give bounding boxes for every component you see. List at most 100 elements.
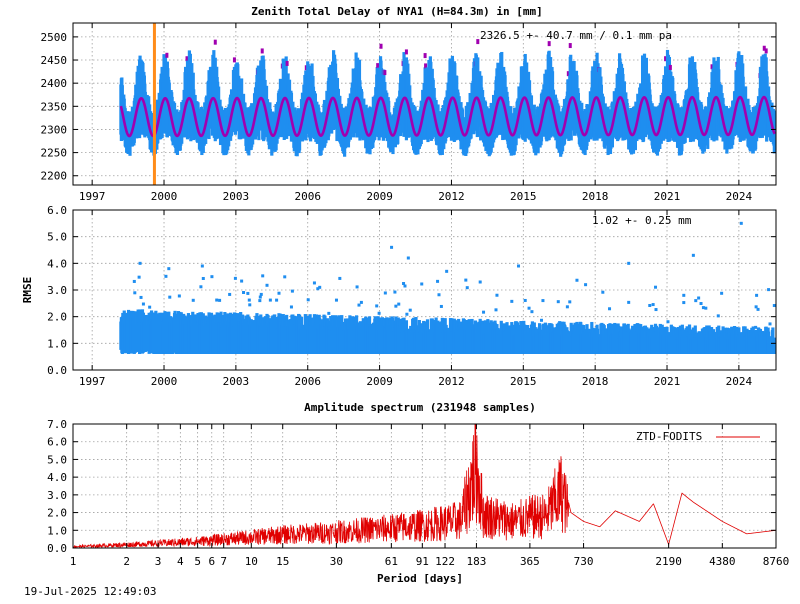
rmse-point <box>682 301 686 305</box>
rmse-point <box>132 279 136 283</box>
spectrum-xtick-label: 2190 <box>655 555 682 568</box>
rmse-xtick-label: 2012 <box>438 375 465 388</box>
rmse-outlier-point <box>167 267 171 271</box>
rmse-outlier-point <box>627 261 631 265</box>
rmse-point <box>699 302 703 306</box>
ztd-outlier-point <box>547 41 551 47</box>
ztd-outlier-point <box>213 39 217 45</box>
rmse-point <box>228 292 232 296</box>
spectrum-xtick-label: 183 <box>466 555 486 568</box>
ztd-outlier-point <box>762 45 766 51</box>
rmse-point <box>246 291 250 295</box>
rmse-point <box>338 276 342 280</box>
rmse-point <box>141 302 145 306</box>
spectrum-ytick-label: 0.0 <box>47 542 67 555</box>
rmse-point <box>465 286 469 290</box>
rmse-point <box>248 303 252 307</box>
rmse-point <box>289 305 293 309</box>
ztd-outlier-point <box>764 48 768 54</box>
spectrum-xtick-label: 61 <box>385 555 398 568</box>
ztd-outlier-point <box>285 60 289 66</box>
rmse-point <box>527 306 531 310</box>
ztd-model-curve <box>119 95 776 138</box>
timestamp: 19-Jul-2025 12:49:03 <box>24 585 157 598</box>
rmse-point <box>199 285 203 289</box>
ztd-outlier-point <box>232 57 236 63</box>
spectrum-xtick-label: 1 <box>70 555 77 568</box>
rmse-xtick-label: 2006 <box>294 375 321 388</box>
rmse-ytick-label: 0.0 <box>47 364 67 377</box>
spectrum-title: Amplitude spectrum (231948 samples) <box>304 401 536 414</box>
legend-label: ZTD-FODITS <box>636 430 702 443</box>
rmse-point <box>648 303 652 307</box>
ztd-ytick-label: 2300 <box>41 123 68 136</box>
rmse-point <box>436 279 440 283</box>
rmse-xtick-label: 2000 <box>151 375 178 388</box>
ztd-outlier-point <box>476 39 480 45</box>
rmse-point <box>258 299 262 303</box>
rmse-axes: 1997 2000 2003 2006 2009 2012 2015 2018 2021 2024… <box>47 204 776 388</box>
rmse-outlier-point <box>318 285 322 289</box>
rmse-point <box>218 298 222 302</box>
ztd-data <box>119 23 777 185</box>
spectrum-xtick-label: 4 <box>177 555 184 568</box>
rmse-xtick-label: 2018 <box>582 375 609 388</box>
rmse-point <box>510 299 514 303</box>
rmse-point <box>247 298 251 302</box>
rmse-xtick-label: 1997 <box>79 375 106 388</box>
rmse-point <box>316 287 320 291</box>
ztd-outlier-point <box>423 53 427 59</box>
rmse-annotation: 1.02 +- 0.25 mm <box>592 214 692 227</box>
ztd-ytick-label: 2250 <box>41 147 68 160</box>
rmse-point <box>565 305 569 309</box>
rmse-point <box>306 298 310 302</box>
spectrum-xlabel: Period [days] <box>377 572 463 585</box>
ztd-panel: Zenith Total Delay of NYA1 (H=84.3m) in … <box>41 5 777 203</box>
spectrum-xtick-label: 730 <box>574 555 594 568</box>
rmse-point <box>568 300 572 304</box>
rmse-point <box>773 337 777 354</box>
spectrum-line <box>72 423 777 549</box>
spectrum-xtick-label: 91 <box>416 555 429 568</box>
spectrum-ytick-label: 1.0 <box>47 524 67 537</box>
rmse-point <box>240 279 244 283</box>
rmse-outlier-point <box>406 256 410 260</box>
rmse-point <box>772 304 776 308</box>
ztd-outlier-point <box>566 71 570 77</box>
rmse-point <box>608 307 612 311</box>
ztd-outlier-point <box>424 63 428 69</box>
rmse-point <box>402 282 406 286</box>
ztd-outlier-point <box>668 64 672 70</box>
rmse-point <box>541 299 545 303</box>
rmse-point <box>261 274 265 278</box>
rmse-point <box>290 289 294 293</box>
rmse-xtick-label: 2009 <box>366 375 393 388</box>
ztd-ytick-label: 2400 <box>41 77 68 90</box>
rmse-point <box>464 278 468 282</box>
spectrum-xtick-label: 8760 <box>763 555 790 568</box>
spectrum-ytick-label: 6.0 <box>47 436 67 449</box>
rmse-outlier-point <box>390 245 394 249</box>
rmse-point <box>654 308 658 312</box>
rmse-point <box>383 291 387 295</box>
ztd-xtick-label: 2009 <box>366 190 393 203</box>
rmse-point <box>755 293 759 297</box>
rmse-point <box>556 300 560 304</box>
rmse-point <box>694 299 698 303</box>
rmse-point <box>177 294 181 298</box>
ztd-outlier-point <box>376 63 380 69</box>
spectrum-xtick-label: 4380 <box>709 555 736 568</box>
spectrum-ytick-label: 7.0 <box>47 418 67 431</box>
ztd-ytick-label: 2450 <box>41 54 68 67</box>
rmse-point <box>403 284 407 288</box>
rmse-point <box>258 295 262 299</box>
rmse-ytick-label: 2.0 <box>47 311 67 324</box>
rmse-point <box>375 304 379 308</box>
rmse-xtick-label: 2024 <box>726 375 753 388</box>
rmse-point <box>268 298 272 302</box>
rmse-point <box>704 306 708 310</box>
ztd-frame <box>72 22 777 186</box>
rmse-outlier-point <box>682 293 686 297</box>
spectrum-xtick-label: 3 <box>155 555 162 568</box>
ztd-xtick-label: 2006 <box>294 190 321 203</box>
